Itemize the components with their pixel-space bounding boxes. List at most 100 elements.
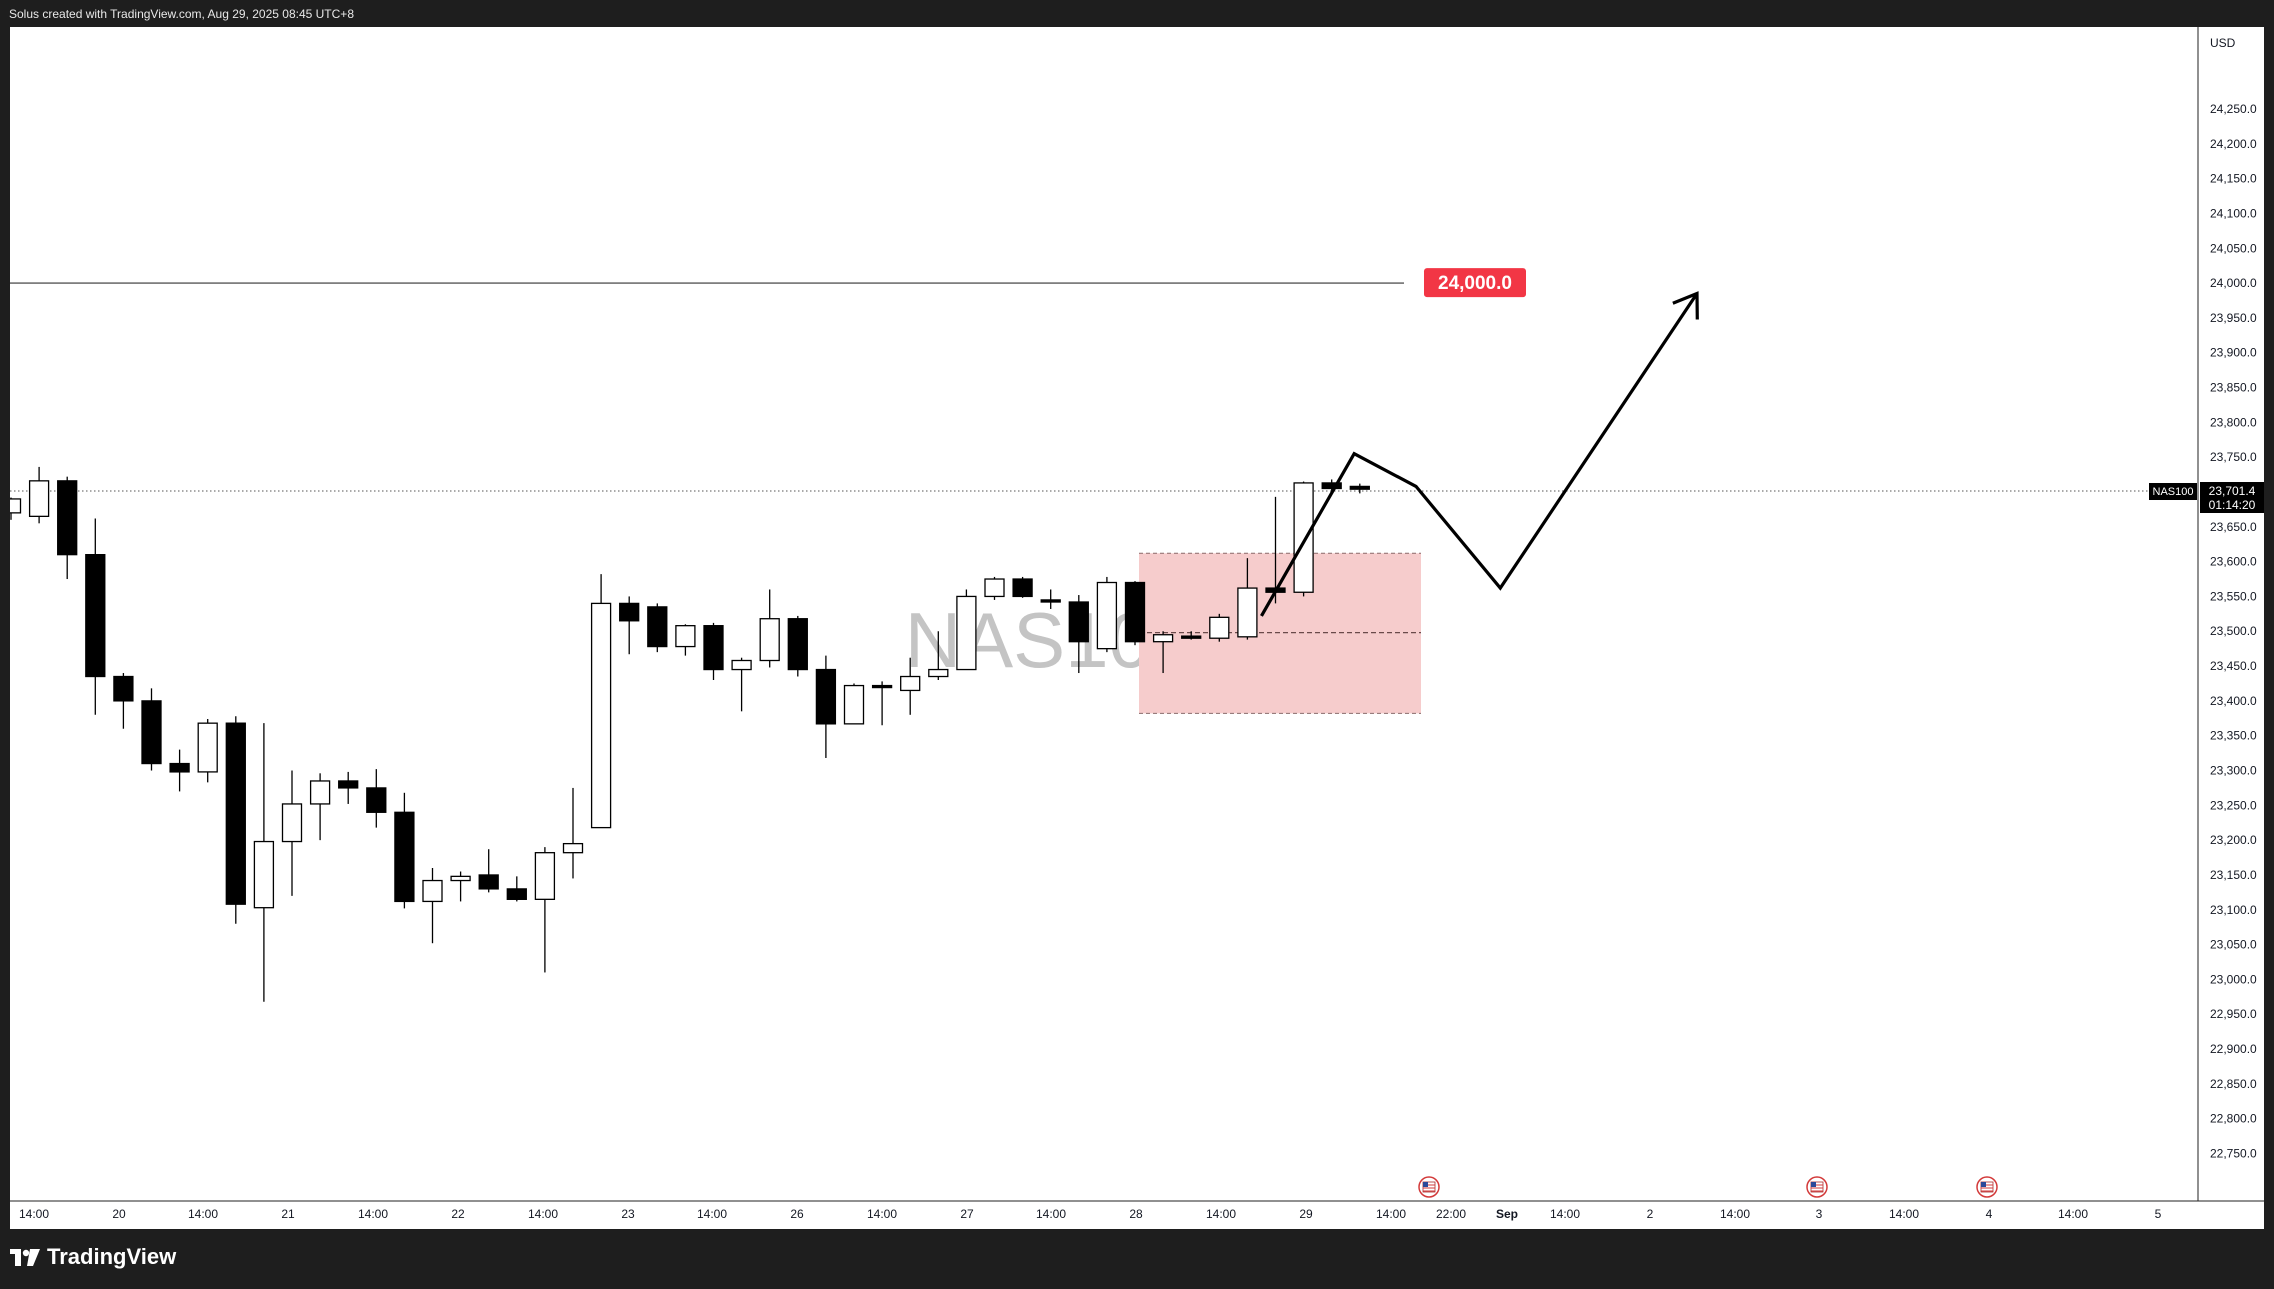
candle[interactable] bbox=[1068, 595, 1089, 674]
candle[interactable] bbox=[1293, 481, 1314, 597]
us-flag-icon[interactable] bbox=[1806, 1176, 1828, 1198]
candle-body bbox=[534, 852, 556, 900]
y-tick-label: 23,850.0 bbox=[2210, 381, 2257, 395]
y-tick-label: 23,050.0 bbox=[2210, 938, 2257, 952]
candle[interactable] bbox=[1040, 589, 1061, 609]
candle-body bbox=[197, 722, 218, 773]
candle-body bbox=[1012, 578, 1033, 598]
candle[interactable] bbox=[1349, 483, 1370, 494]
candle-body bbox=[85, 554, 106, 678]
candle[interactable] bbox=[309, 773, 331, 841]
candle[interactable] bbox=[197, 718, 218, 783]
x-tick-label: 21 bbox=[281, 1207, 295, 1221]
candle[interactable] bbox=[787, 615, 808, 677]
y-tick-label: 23,800.0 bbox=[2210, 415, 2257, 429]
x-tick-label: 14:00 bbox=[1036, 1207, 1066, 1221]
candle[interactable] bbox=[478, 849, 499, 893]
candle[interactable] bbox=[1096, 576, 1118, 653]
us-flag-icon[interactable] bbox=[1976, 1176, 1998, 1198]
candle[interactable] bbox=[675, 624, 696, 656]
candle[interactable] bbox=[984, 576, 1005, 600]
y-tick-label: 23,300.0 bbox=[2210, 764, 2257, 778]
candle[interactable] bbox=[338, 771, 359, 804]
candle[interactable] bbox=[871, 681, 893, 726]
x-tick-label: 4 bbox=[1986, 1207, 1993, 1221]
x-tick-label: 14:00 bbox=[867, 1207, 897, 1221]
tradingview-logo[interactable]: TradingView bbox=[10, 1244, 176, 1270]
candle[interactable] bbox=[225, 716, 246, 924]
chart-frame[interactable]: NAS100 24,000.0 USD 22,750.0 22,800.0 22,850.… bbox=[10, 27, 2264, 1229]
candle[interactable] bbox=[562, 787, 584, 879]
candle[interactable] bbox=[281, 770, 303, 896]
candle[interactable] bbox=[1152, 631, 1174, 674]
candle-body bbox=[57, 480, 78, 556]
candle[interactable] bbox=[28, 466, 50, 524]
x-tick-label: 3 bbox=[1816, 1207, 1823, 1221]
x-tick-label: 14:00 bbox=[188, 1207, 218, 1221]
candle[interactable] bbox=[900, 657, 921, 715]
candle[interactable] bbox=[366, 769, 387, 828]
x-tick-label: 26 bbox=[790, 1207, 804, 1221]
x-tick-label: 20 bbox=[112, 1207, 126, 1221]
y-tick-label: 23,600.0 bbox=[2210, 555, 2257, 569]
y-tick-label: 23,500.0 bbox=[2210, 624, 2257, 638]
candle[interactable] bbox=[956, 589, 977, 671]
candle[interactable] bbox=[1181, 631, 1202, 640]
candle-body bbox=[647, 606, 668, 648]
current-price-label: 23,701.4 bbox=[2209, 484, 2256, 498]
candle[interactable] bbox=[422, 868, 443, 944]
x-tick-label: 14:00 bbox=[2058, 1207, 2088, 1221]
candle[interactable] bbox=[113, 673, 134, 729]
candle[interactable] bbox=[928, 631, 949, 680]
candle[interactable] bbox=[1124, 581, 1146, 646]
target-price-badge[interactable]: 24,000.0 bbox=[1424, 268, 1526, 298]
candle[interactable] bbox=[1209, 613, 1230, 642]
candle-body bbox=[394, 811, 415, 903]
candle[interactable] bbox=[1012, 576, 1033, 598]
candle[interactable] bbox=[703, 622, 724, 680]
top-caption-bar: Solus created with TradingView.com, Aug … bbox=[0, 0, 2274, 27]
candle[interactable] bbox=[731, 657, 752, 712]
candle[interactable] bbox=[534, 847, 556, 973]
candle[interactable] bbox=[10, 497, 22, 520]
demand-zone[interactable] bbox=[1139, 553, 1421, 714]
candle[interactable] bbox=[506, 876, 527, 902]
y-tick-label: 23,250.0 bbox=[2210, 798, 2257, 812]
candle-body bbox=[225, 722, 246, 905]
candle[interactable] bbox=[815, 655, 837, 758]
candle[interactable] bbox=[253, 723, 275, 1002]
candle-body bbox=[562, 842, 584, 854]
candle[interactable] bbox=[1237, 558, 1258, 640]
candle[interactable] bbox=[85, 518, 106, 715]
candle-body bbox=[281, 803, 303, 843]
target-price-label: 24,000.0 bbox=[1438, 273, 1512, 294]
y-tick-label: 23,550.0 bbox=[2210, 589, 2257, 603]
x-tick-label: 29 bbox=[1299, 1207, 1313, 1221]
current-price-tag[interactable]: 23,701.401:14:20 bbox=[2200, 482, 2264, 514]
candle[interactable] bbox=[619, 596, 640, 655]
x-tick-label: 14:00 bbox=[1550, 1207, 1580, 1221]
price-axis[interactable] bbox=[2198, 27, 2264, 1229]
candle[interactable] bbox=[57, 476, 78, 580]
y-tick-label: 23,950.0 bbox=[2210, 311, 2257, 325]
us-flag-icon[interactable] bbox=[1418, 1176, 1440, 1198]
candle-body bbox=[506, 888, 527, 900]
candle[interactable] bbox=[843, 683, 865, 725]
currency-label: USD bbox=[2210, 36, 2236, 50]
y-tick-label: 24,050.0 bbox=[2210, 241, 2257, 255]
projected-path[interactable] bbox=[1260, 292, 1699, 617]
candle[interactable] bbox=[759, 589, 780, 668]
candle[interactable] bbox=[590, 574, 612, 829]
candle-body bbox=[253, 840, 275, 909]
candle[interactable] bbox=[141, 688, 162, 771]
candle-body bbox=[956, 595, 977, 671]
candle-body bbox=[619, 602, 640, 622]
candle[interactable] bbox=[169, 749, 190, 792]
candle-body bbox=[1096, 581, 1118, 650]
candle[interactable] bbox=[647, 603, 668, 653]
candlestick-chart[interactable]: NAS100 24,000.0 USD 22,750.0 22,800.0 22,850.… bbox=[10, 27, 2264, 1229]
candle-body bbox=[1152, 634, 1174, 643]
symbol-tag[interactable]: NAS100 bbox=[2149, 483, 2197, 501]
candle[interactable] bbox=[394, 792, 415, 909]
candle[interactable] bbox=[450, 871, 471, 902]
